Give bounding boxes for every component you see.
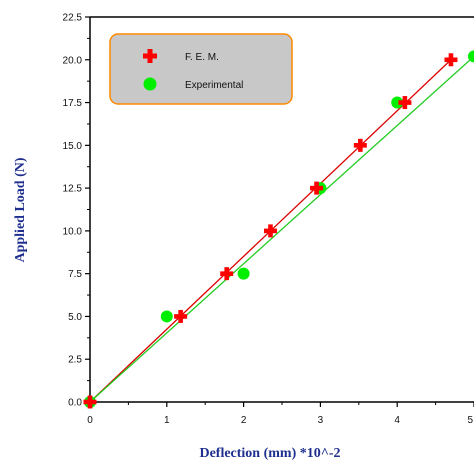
fem-point — [310, 181, 324, 195]
fem-point — [220, 267, 234, 281]
x-tick-label: 2 — [241, 415, 247, 426]
legend-fem-label: F. E. M. — [185, 52, 219, 63]
fem-point — [444, 53, 458, 67]
y-tick-label: 0.0 — [68, 398, 82, 409]
fit-line-experimental — [89, 55, 474, 403]
fem-point — [353, 138, 367, 152]
y-tick-label: 17.5 — [63, 98, 83, 109]
legend-experimental-label: Experimental — [185, 80, 243, 91]
experimental-point — [391, 96, 404, 109]
y-axis-title: Applied Load (N) — [13, 157, 28, 262]
experimental-point — [160, 310, 173, 323]
fem-point — [263, 224, 277, 238]
y-tick-label: 15.0 — [63, 141, 83, 152]
x-tick-label: 0 — [87, 415, 93, 426]
y-tick-label: 2.5 — [68, 355, 82, 366]
fem-point — [174, 309, 188, 323]
x-axis-title: Deflection (mm) *10^-2 — [199, 446, 340, 461]
y-tick-label: 20.0 — [63, 55, 83, 66]
fem-point — [398, 96, 412, 110]
fem-point — [83, 395, 97, 409]
y-tick-label: 5.0 — [68, 312, 82, 323]
experimental-point — [237, 267, 250, 280]
y-tick-label: 7.5 — [68, 269, 82, 280]
legend-fem-marker — [143, 49, 157, 63]
x-tick-label: 1 — [164, 415, 170, 426]
legend: F. E. M. Experimental — [109, 33, 293, 105]
y-tick-label: 10.0 — [63, 226, 83, 237]
x-tick-label: 4 — [394, 415, 400, 426]
x-tick-label: 5 — [467, 415, 473, 426]
legend-experimental-marker — [143, 77, 157, 91]
y-tick-label: 22.5 — [63, 13, 83, 24]
experimental-point — [468, 50, 474, 63]
y-tick-label: 12.5 — [63, 184, 83, 195]
x-tick-label: 3 — [318, 415, 324, 426]
legend-box — [109, 33, 293, 105]
